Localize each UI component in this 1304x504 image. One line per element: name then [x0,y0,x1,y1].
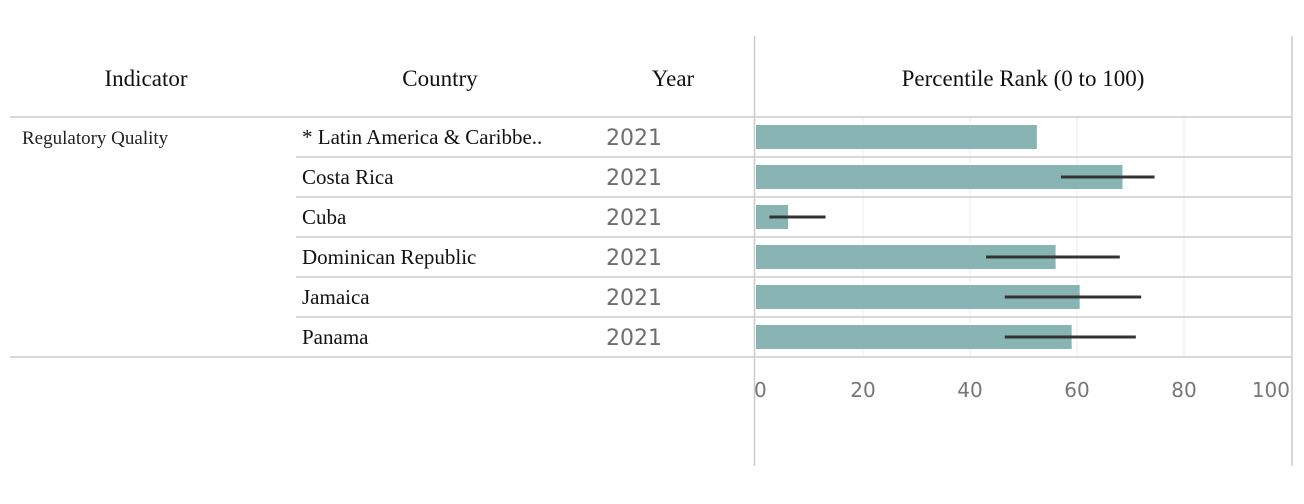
country-label: * Latin America & Caribbe.. [302,125,542,149]
table-lines [10,36,1293,466]
country-label: Costa Rica [302,165,394,189]
x-tick-label: 20 [850,378,875,402]
header-percentile-rank: Percentile Rank (0 to 100) [902,66,1145,91]
year-label: 2021 [606,206,662,231]
year-label: 2021 [606,166,662,191]
country-label: Dominican Republic [302,245,476,269]
year-label: 2021 [606,246,662,271]
table-row: Dominican Republic 2021 [302,245,1120,271]
year-label: 2021 [606,126,662,151]
x-tick-label: 0 [754,378,767,402]
table-row: Panama 2021 [302,325,1136,351]
table-row: Jamaica 2021 [302,285,1142,311]
x-axis-ticks: 0 20 40 60 80 100 [754,378,1290,402]
table-row: * Latin America & Caribbe.. 2021 [302,125,1037,151]
table-row: Costa Rica 2021 [302,165,1155,191]
year-label: 2021 [606,286,662,311]
x-tick-label: 100 [1252,378,1290,402]
country-label: Cuba [302,205,347,229]
country-label: Panama [302,325,369,349]
header-year: Year [652,66,695,91]
table-header: Indicator Country Year Percentile Rank (… [104,66,1144,91]
x-tick-label: 40 [957,378,982,402]
bar [756,125,1037,149]
header-indicator: Indicator [104,66,187,91]
table-row: Cuba 2021 [302,205,826,231]
x-tick-label: 60 [1064,378,1089,402]
year-label: 2021 [606,326,662,351]
indicator-label: Regulatory Quality [22,128,169,149]
x-tick-label: 80 [1171,378,1196,402]
country-label: Jamaica [302,285,370,309]
header-country: Country [402,66,478,91]
